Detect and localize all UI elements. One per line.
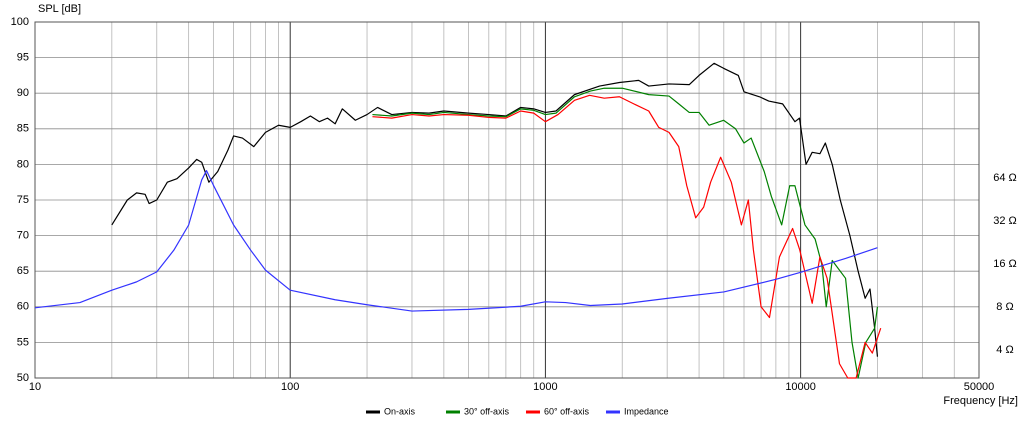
y-tick-label: 85 [17, 123, 29, 135]
legend-label: 60° off-axis [544, 406, 589, 416]
y-tick-label: 100 [11, 16, 29, 28]
y2-tick-label: 8 Ω [996, 301, 1013, 313]
series-line [111, 62, 879, 357]
series-line [372, 87, 879, 379]
series-line [34, 170, 878, 312]
y-tick-label: 90 [17, 87, 29, 99]
y-tick-label: 70 [17, 230, 29, 242]
y-tick-label: 55 [17, 336, 29, 348]
x-tick-label: 100 [281, 381, 299, 393]
legend-label: On-axis [384, 406, 416, 416]
x-tick-label: 1000 [533, 381, 557, 393]
y2-tick-label: 16 Ω [993, 258, 1017, 270]
y-tick-label: 50 [17, 372, 29, 384]
x-axis-label: Frequency [Hz] [943, 395, 1018, 407]
y2-tick-label: 64 Ω [993, 172, 1017, 184]
x-tick-label: 10 [29, 381, 41, 393]
y-tick-label: 65 [17, 265, 29, 277]
series-line [372, 94, 882, 379]
y-axis-label: SPL [dB] [38, 3, 81, 15]
y2-tick-label: 32 Ω [993, 215, 1017, 227]
legend-label: Impedance [624, 406, 669, 416]
y-tick-label: 80 [17, 158, 29, 170]
x-tick-label: 10000 [785, 381, 816, 393]
y2-tick-label: 4 Ω [996, 344, 1013, 356]
y-tick-label: 60 [17, 301, 29, 313]
y-tick-label: 75 [17, 194, 29, 206]
y-tick-label: 95 [17, 52, 29, 64]
legend-label: 30° off-axis [464, 406, 509, 416]
plot-frame [34, 21, 980, 379]
x-tick-label: 50000 [964, 381, 995, 393]
